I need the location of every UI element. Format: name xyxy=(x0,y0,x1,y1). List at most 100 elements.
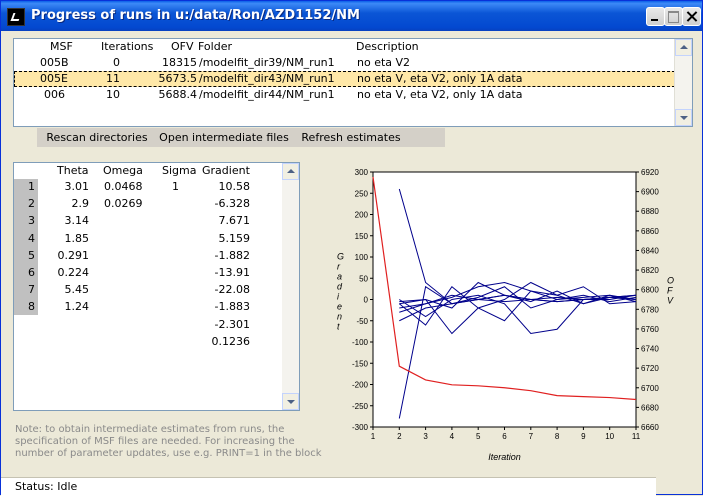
x-tick-label: 2 xyxy=(397,432,402,441)
run-row[interactable]: 006 10 5688.4 /modelfit_dir44/NM_run1 no… xyxy=(14,87,675,103)
y-tick-label: -300 xyxy=(352,423,369,432)
rescan-directories-button[interactable]: Rescan directories xyxy=(37,128,157,147)
scroll-down-arrow-icon[interactable] xyxy=(675,109,692,126)
header-ofv[interactable]: OFV xyxy=(171,40,194,53)
header-omega: Omega xyxy=(103,164,143,177)
run-row-selected[interactable]: 005E 11 5673.5 /modelfit_dir43/NM_run1 n… xyxy=(14,71,675,87)
run-folder: /modelfit_dir44/NM_run1 xyxy=(199,88,335,101)
gradient-cell[interactable]: 0.1236 xyxy=(211,334,251,348)
gradient-cell[interactable]: -22.08 xyxy=(214,283,250,297)
x-tick-label: 6 xyxy=(502,432,507,441)
gradient-cell[interactable]: -1.883 xyxy=(214,300,250,314)
header-description[interactable]: Description xyxy=(356,40,419,53)
y2-tick-label: 6660 xyxy=(641,423,659,432)
theta-cell[interactable]: 3.01 xyxy=(64,180,90,193)
maximize-button[interactable] xyxy=(664,7,683,26)
y-tick-label: 150 xyxy=(355,232,369,241)
x-tick-label: 9 xyxy=(581,432,586,441)
run-iterations: 10 xyxy=(106,88,120,101)
runs-list[interactable]: MSF Iterations OFV Folder Description 00… xyxy=(13,38,693,127)
theta-cell[interactable]: 5.45 xyxy=(64,283,90,297)
refresh-estimates-button[interactable]: Refresh estimates xyxy=(291,128,411,147)
x-tick-label: 7 xyxy=(529,432,534,441)
gradient-cell[interactable]: 10.58 xyxy=(218,180,251,193)
run-ofv: 5688.4 xyxy=(158,88,198,101)
header-theta: Theta xyxy=(57,164,89,177)
theta-cell[interactable]: 2.9 xyxy=(71,197,90,211)
x-tick-label: 3 xyxy=(423,432,428,441)
gradient-cell[interactable]: 5.159 xyxy=(218,231,251,245)
title-bar[interactable]: Progress of runs in u:/data/Ron/AZD1152/… xyxy=(1,1,702,31)
run-msf: 006 xyxy=(44,88,65,101)
row-number: 8 xyxy=(28,300,35,314)
progress-chart: 300 250 200 150 100 50 0 -50 -100 -150 -200 -250 -30… xyxy=(322,157,697,468)
y-tick-label: -50 xyxy=(356,317,368,326)
sigma-cell[interactable]: 1 xyxy=(172,180,179,193)
header-sigma: Sigma xyxy=(162,164,197,177)
gradient-cell[interactable]: -2.301 xyxy=(214,317,250,331)
run-description: no eta V, eta V2, only 1A data xyxy=(357,88,523,101)
gradient-series-line xyxy=(399,281,637,309)
x-tick-label: 11 xyxy=(632,432,641,441)
runs-scrollbar[interactable] xyxy=(674,39,692,126)
status-bar: Status: Idle xyxy=(1,477,656,496)
y2-tick-label: 6700 xyxy=(641,384,659,393)
gradient-cell[interactable]: -13.91 xyxy=(214,266,250,279)
estimates-grid[interactable]: Theta Omega Sigma Gradient 1 2 3 4 5 6 7 8 3.01 2… xyxy=(13,162,300,411)
run-description: no eta V, eta V2, only 1A data xyxy=(357,72,523,85)
y-tick-label: 50 xyxy=(359,274,368,283)
y-tick-label: 0 xyxy=(364,296,369,305)
run-row[interactable]: 005B 0 18315 /modelfit_dir39/NM_run1 no … xyxy=(14,55,675,71)
chart-svg: 300 250 200 150 100 50 0 -50 -100 -150 -200 -250 -30… xyxy=(337,168,674,462)
x-axis-label: Iteration xyxy=(488,452,521,462)
window-title: Progress of runs in u:/data/Ron/AZD1152/… xyxy=(31,8,360,23)
theta-cell[interactable]: 0.291 xyxy=(57,248,90,262)
y-tick-label: -200 xyxy=(352,381,369,390)
y-tick-label: -250 xyxy=(352,402,369,411)
y2-tick-label: 6740 xyxy=(641,345,659,354)
y2-tick-label: 6680 xyxy=(641,403,659,412)
x-tick-label: 5 xyxy=(476,432,481,441)
theta-cell[interactable]: 0.224 xyxy=(57,266,90,279)
omega-cell[interactable]: 0.0468 xyxy=(104,180,143,193)
gradient-series-line xyxy=(399,281,637,335)
run-description: no eta V2 xyxy=(357,56,411,69)
row-number: 4 xyxy=(28,231,35,245)
gradient-series-line xyxy=(399,281,637,313)
row-number: 7 xyxy=(28,283,35,297)
scroll-down-arrow-icon[interactable] xyxy=(282,393,299,410)
gradient-series-line xyxy=(399,294,637,335)
app-icon[interactable] xyxy=(7,8,25,26)
theta-cell[interactable]: 1.24 xyxy=(64,300,90,314)
row-header-column xyxy=(14,179,38,315)
scroll-up-arrow-icon[interactable] xyxy=(282,163,299,180)
row-number: 3 xyxy=(28,214,35,228)
runs-header: MSF Iterations OFV Folder Description xyxy=(14,39,675,55)
y-tick-label: 100 xyxy=(355,253,369,262)
ofv-series-line xyxy=(372,176,637,401)
run-msf: 005B xyxy=(40,56,69,69)
gradient-cell[interactable]: 7.671 xyxy=(218,214,251,228)
x-tick-label: 10 xyxy=(605,432,614,441)
y2-tick-label: 6800 xyxy=(641,286,659,295)
omega-cell[interactable]: 0.0269 xyxy=(104,197,143,211)
close-button[interactable] xyxy=(682,7,701,26)
x-tick-label: 1 xyxy=(371,432,376,441)
header-folder[interactable]: Folder xyxy=(198,40,232,53)
y2-tick-label: 6760 xyxy=(641,325,659,334)
row-number: 5 xyxy=(28,248,35,262)
gradient-cell[interactable]: -6.328 xyxy=(214,197,250,211)
gradient-cell[interactable]: -1.882 xyxy=(214,248,250,262)
y2-tick-label: 6900 xyxy=(641,188,659,197)
theta-cell[interactable]: 3.14 xyxy=(64,214,90,228)
scroll-up-arrow-icon[interactable] xyxy=(675,39,692,56)
open-intermediate-files-button[interactable]: Open intermediate files xyxy=(157,128,291,147)
estimates-scrollbar[interactable] xyxy=(282,163,299,410)
minimize-button[interactable] xyxy=(646,7,665,26)
header-iterations[interactable]: Iterations xyxy=(101,40,154,53)
header-msf[interactable]: MSF xyxy=(50,40,73,53)
theta-cell[interactable]: 1.85 xyxy=(64,231,90,245)
